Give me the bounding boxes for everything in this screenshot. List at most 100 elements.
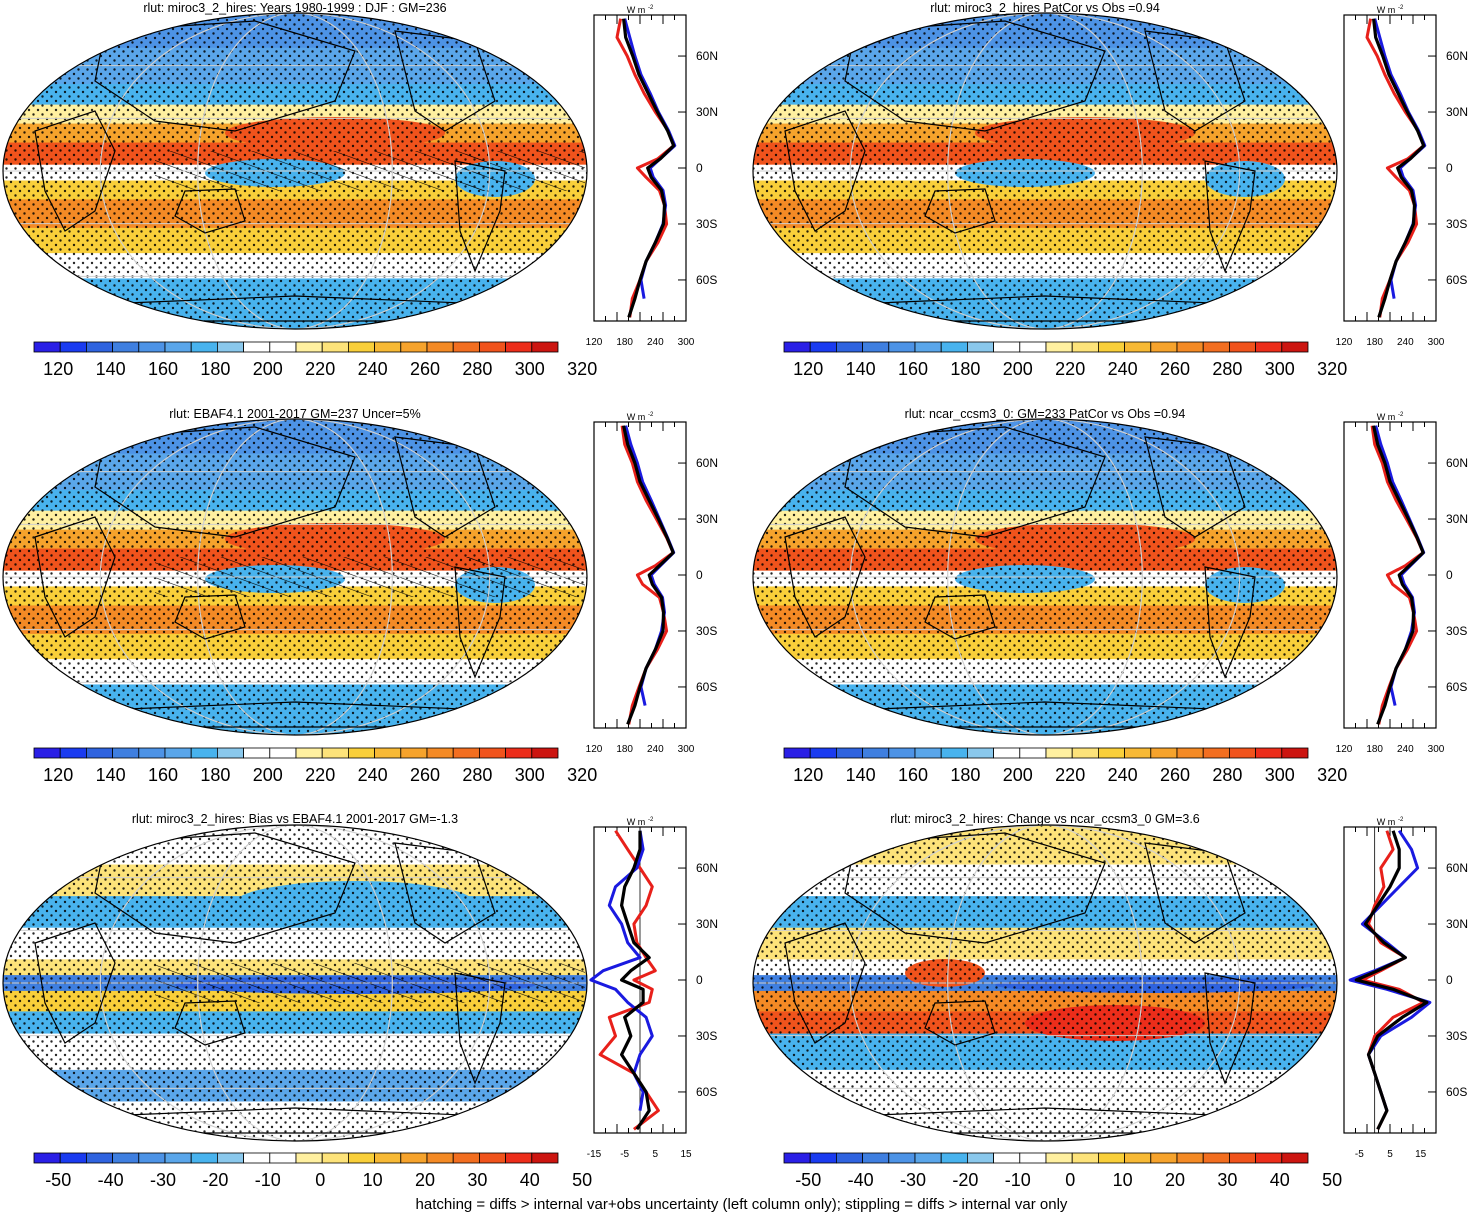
profile-line-ens [622,18,676,318]
colorbar-box [809,747,837,759]
colorbar-box [967,1152,995,1164]
australia-outline [174,188,246,234]
colorbar-box [426,1152,454,1164]
graticule-line [849,825,1241,1141]
profile-x-label: 180 [1366,337,1383,348]
eurasia-outline [844,426,1106,538]
colorbar-box [1176,747,1204,759]
map-frame [752,418,1338,736]
colorbar-box [452,341,480,353]
colorbar-tick-label: 320 [567,765,597,785]
map-panel-p3: rlut: EBAF4.1 2001-2017 GM=237 Uncer=5% [2,407,588,736]
colorbar-tick-label: 20 [415,1170,435,1190]
eurasia-outline [844,20,1106,132]
colorbar-p5: -50 -40 -30 -20 -10 0 10 20 30 40 50 [33,1152,592,1190]
profile-x-label: 300 [1428,744,1445,755]
colorbar-tick-label: -40 [98,1170,124,1190]
profile-unit-exp: -2 [1398,5,1404,11]
colorbar-box [1019,747,1047,759]
colorbar-box [295,747,323,759]
colorbar-tick-label: 220 [305,359,335,379]
colorbar-box [940,747,968,759]
profile-line-ens [619,830,651,1131]
profile-lat-label: 0 [1446,568,1453,582]
profile-lat-label: 30S [1446,217,1467,231]
colorbar-box [347,747,375,759]
profile-unit: W m [1377,5,1396,15]
colorbar-box [993,1152,1021,1164]
colorbar-tick-label: 0 [1065,1170,1075,1190]
colorbar-box [295,341,323,353]
profile-x-label: -15 [587,1149,602,1160]
colorbar-box [783,1152,811,1164]
map-frame [752,824,1338,1142]
colorbar-box [216,1152,244,1164]
colorbar-tick-label: 240 [358,765,388,785]
colorbar-tick-label: 140 [846,765,876,785]
graticule-line [849,13,1241,329]
colorbar-box [452,747,480,759]
profile-lat-label: 0 [1446,161,1453,175]
panel-title: rlut: miroc3_2_hires: Bias vs EBAF4.1 20… [132,812,458,826]
colorbar-p3: 120 140 160 180 200 220 240 260 280 300 320 [33,747,597,785]
australia-outline [174,594,246,640]
profile-lat-label: 60N [1446,49,1468,63]
colorbar-box [914,341,942,353]
colorbar-tick-label: 120 [43,359,73,379]
africa-outline [34,516,116,638]
colorbar-box [295,1152,323,1164]
panel-title: rlut: miroc3_2_hires PatCor vs Obs =0.94 [930,1,1160,15]
colorbar-box [112,1152,140,1164]
colorbar-tick-label: 20 [1165,1170,1185,1190]
colorbar-box [374,341,402,353]
colorbar-box [112,341,140,353]
south-america-outline [454,972,506,1085]
colorbar-tick-label: 160 [898,359,928,379]
colorbar-box [862,747,890,759]
colorbar-box [783,747,811,759]
profile-lat-label: 60S [696,1085,717,1099]
colorbar-box [1045,341,1073,353]
profile-lat-label: 60S [1446,273,1467,287]
profile-x-label: 180 [1366,744,1383,755]
profile-lat-label: 30N [1446,105,1468,119]
colorbar-box [505,341,533,353]
colorbar-tick-label: 220 [1055,359,1085,379]
profile-lat-label: 30N [696,917,718,931]
colorbar-box [1176,1152,1204,1164]
colorbar-tick-label: 220 [305,765,335,785]
colorbar-p4: 120 140 160 180 200 220 240 260 280 300 320 [783,747,1347,785]
africa-outline [34,110,116,232]
profile-x-label: 300 [678,337,695,348]
profile-x-label: 120 [586,337,603,348]
profile-line-ens [622,425,675,725]
colorbar-box [1202,1152,1230,1164]
map-frame [2,418,588,736]
colorbar-box [321,1152,349,1164]
graticule-line [99,825,491,1141]
colorbar-box [1124,341,1152,353]
australia-outline [924,188,996,234]
south-america-outline [454,566,506,679]
colorbar-box [1255,341,1283,353]
colorbar-tick-label: -10 [255,1170,281,1190]
map-frame [2,824,588,1142]
colorbar-box [190,341,218,353]
colorbar-tick-label: 220 [1055,765,1085,785]
south-america-outline [1204,566,1256,679]
eurasia-outline [94,426,356,538]
colorbar-box [33,341,61,353]
colorbar-tick-label: 200 [1003,359,1033,379]
colorbar-box [400,341,428,353]
profile-p1: W m -2 60N 30N 0 30S 60S 120 180 240 300 [586,5,718,348]
colorbar-box [862,341,890,353]
colorbar-box [269,1152,297,1164]
profile-lat-label: 60N [696,456,718,470]
colorbar-box [347,1152,375,1164]
colorbar-box [243,341,271,353]
profile-unit-exp: -2 [1398,412,1404,418]
colorbar-tick-label: -10 [1005,1170,1031,1190]
colorbar-box [505,747,533,759]
colorbar-tick-label: 120 [793,359,823,379]
eurasia-outline [844,832,1106,944]
